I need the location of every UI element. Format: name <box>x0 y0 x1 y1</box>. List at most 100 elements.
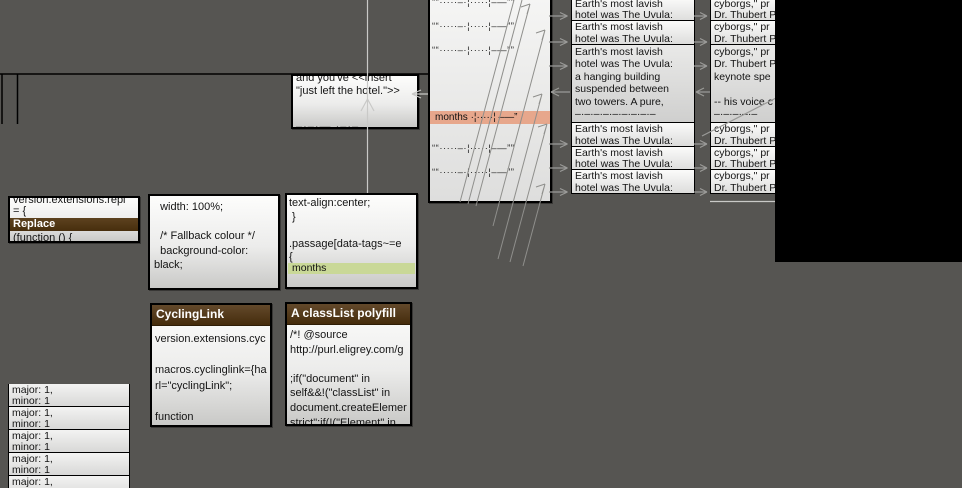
passage-excerpt-line: Dr. Thubert P <box>714 33 777 45</box>
passage-box[interactable]: Earth's most lavish hotel was The Uvula: <box>571 122 695 147</box>
passage-excerpt-line: function <box>155 410 194 423</box>
passage-excerpt-line: macros.cyclinglink={har <box>155 364 267 376</box>
passage-excerpt-line: text-align:center; <box>289 197 371 209</box>
version-passage-stack: major: 1, minor: 1 major: 1, minor: 1 ma… <box>8 384 130 488</box>
passage-excerpt-line: Earth's most lavish <box>575 45 663 58</box>
passage-excerpt-line: .passage[data-tags~=e <box>289 237 402 250</box>
passage-excerpt-line: hotel was The Uvula: <box>575 135 673 147</box>
passage-box[interactable]: Earth's most lavish hotel was The Uvula: <box>571 0 695 22</box>
passage-title-polyfill: A classList polyfill <box>287 304 410 325</box>
passage-box-classlist-polyfill[interactable]: A classList polyfill /*! @source http://p… <box>285 302 412 426</box>
passage-excerpt-line: ;if("document" in <box>290 372 370 385</box>
small-passage-stack: Earth's most lavish hotel was The Uvula:… <box>571 0 695 45</box>
passage-excerpt-line: cyborgs," pr <box>714 147 770 159</box>
passage-excerpt-line: version.extensions.cyc <box>155 333 266 345</box>
passage-column-uvula[interactable]: Earth's most lavish hotel was The Uvula:… <box>571 0 695 200</box>
passage-excerpt-line: hotel was The Uvula: <box>575 58 673 70</box>
clipped-text-line: –·–·— ·–·– <box>296 120 360 129</box>
passage-box-version[interactable]: major: 1, minor: 1 <box>8 474 130 488</box>
passage-excerpt-line: major: 1, <box>12 476 53 488</box>
passage-excerpt-line: "just left the hotel.">> <box>296 84 400 97</box>
passage-excerpt-line: version.extensions.repl <box>13 196 126 206</box>
passage-box[interactable]: Earth's most lavish hotel was The Uvula: <box>571 145 695 171</box>
passage-title-cyclinglink: CyclingLink <box>152 305 270 326</box>
passage-box-uvula-full[interactable]: Earth's most lavish hotel was The Uvula: a… <box>571 43 695 124</box>
passage-excerpt-line: self&&!("classList" in <box>290 387 391 400</box>
passage-excerpt-line: } <box>289 210 296 223</box>
passage-excerpt-line: document.createElemer <box>290 401 407 414</box>
passage-excerpt-line: hotel was The Uvula: <box>575 182 673 194</box>
passage-excerpt-line: Dr. Thubert P <box>714 159 777 170</box>
stylesheet-excerpt: width: 100%; /* Fallback colour */ backg… <box>154 200 274 273</box>
passage-excerpt-line: –·–·–·–·–·–·–·–·– <box>575 108 656 120</box>
passage-excerpt-line: /*! @source <box>290 329 348 341</box>
passage-excerpt-line: minor: 1 <box>12 442 50 453</box>
truncated-text-row: ““·····–·¦·····¦–—”” <box>432 0 515 8</box>
passage-excerpt-line: rl="cyclingLink"; <box>155 379 233 392</box>
passage-excerpt-line: Dr. Thubert P <box>714 135 777 147</box>
tag-row-months[interactable]: months <box>288 263 415 274</box>
passage-box-months[interactable]: ““·····–·¦·····¦–—”” ““·····–·¦·····¦–—”… <box>428 0 552 203</box>
script-excerpt: version.extensions.cyc macros.cyclinglink… <box>152 326 270 425</box>
truncated-text-row: ““·····–·¦·····¦–—”” <box>432 45 515 56</box>
passage-excerpt-line: hotel was The Uvula: <box>575 33 673 45</box>
stylesheet-excerpt: text-align:center; } .passage[data-tags~=… <box>289 197 414 265</box>
passage-excerpt-line: minor: 1 <box>12 419 50 430</box>
passage-excerpt-line: cyborgs," pr <box>714 22 770 33</box>
passage-box-dialogue[interactable]: and you've <<insert "just left the hotel… <box>291 74 419 129</box>
passage-excerpt-line: Earth's most lavish <box>575 171 663 182</box>
passage-excerpt-line: major: 1, <box>12 430 53 442</box>
passage-box-version[interactable]: major: 1, minor: 1 <box>8 428 130 453</box>
passage-excerpt-line: hotel was The Uvula: <box>575 159 673 170</box>
passage-excerpt-line: cyborgs," pr <box>714 0 770 10</box>
passage-box-replace[interactable]: version.extensions.repl = { Replace (fun… <box>8 196 140 243</box>
passage-box-cyclinglink[interactable]: CyclingLink version.extensions.cyc macros… <box>150 303 272 427</box>
passage-box-version[interactable]: major: 1, minor: 1 <box>8 384 130 407</box>
passage-excerpt-line: strict";if(!("Element" in <box>290 416 396 426</box>
passage-excerpt-line: keynote spe <box>714 70 771 83</box>
passage-excerpt-line: Dr. Thubert P <box>714 10 777 21</box>
truncated-text-row: ““·····–·¦·····¦–—”” <box>432 21 515 32</box>
passage-excerpt-line: cyborgs," pr <box>714 171 770 182</box>
passage-excerpt: Earth's most lavish hotel was The Uvula: a… <box>575 46 691 121</box>
passage-excerpt-line <box>155 348 267 364</box>
passage-excerpt-line <box>296 97 414 110</box>
selected-row-months[interactable]: months ·¦·····¦ –—” <box>430 111 550 124</box>
passage-excerpt-line: { <box>289 251 293 263</box>
passage-box-version[interactable]: major: 1, minor: 1 <box>8 451 130 476</box>
passage-excerpt-line: black; <box>154 259 183 271</box>
passage-box-stylesheet-width[interactable]: width: 100%; /* Fallback colour */ backg… <box>148 194 280 290</box>
passage-excerpt-line: Earth's most lavish <box>575 22 663 33</box>
passage-box-version[interactable]: major: 1, minor: 1 <box>8 405 130 430</box>
passage-excerpt-line: Earth's most lavish <box>575 0 663 10</box>
passage-excerpt-line: http://purl.eligrey.com/g <box>290 343 404 356</box>
passage-excerpt-line: background-color: <box>154 244 249 257</box>
passage-excerpt-line <box>290 357 407 372</box>
passage-box-stylesheet-textalign[interactable]: text-align:center; } .passage[data-tags~=… <box>285 193 418 289</box>
script-excerpt: /*! @source http://purl.eligrey.com/g ;if(… <box>287 325 410 426</box>
passage-excerpt-line: major: 1, <box>12 453 53 465</box>
passage-excerpt-line <box>289 224 414 238</box>
passage-excerpt-line: suspended between <box>575 83 669 95</box>
passage-excerpt-line: minor: 1 <box>12 396 50 407</box>
passage-excerpt-line: and you've <<insert <box>296 74 392 84</box>
passage-excerpt-line: major: 1, <box>12 407 53 419</box>
truncated-text-row: ““·····–·¦·····¦–—”” <box>432 167 515 178</box>
passage-excerpt-line: hotel was The Uvula: <box>575 10 673 21</box>
passage-excerpt-line: Earth's most lavish <box>575 147 663 159</box>
small-passage-stack: Earth's most lavish hotel was The Uvula:… <box>571 122 695 194</box>
passage-excerpt-line: a hanging building <box>575 70 661 83</box>
passage-box[interactable]: Earth's most lavish hotel was The Uvula: <box>571 20 695 45</box>
passage-title-replace: Replace <box>10 218 138 231</box>
passage-excerpt-line: Earth's most lavish <box>575 124 663 135</box>
passage-excerpt-line <box>154 215 274 230</box>
passage-excerpt-line: width: 100%; <box>154 201 224 213</box>
black-overlay <box>775 0 962 262</box>
passage-excerpt-line: (function () { <box>13 232 73 243</box>
passage-excerpt-line: minor: 1 <box>12 465 50 476</box>
passage-excerpt-line: cyborgs," pr <box>714 45 770 58</box>
passage-excerpt-line: two towers. A pure, <box>575 95 664 108</box>
passage-excerpt-line: Dr. Thubert P <box>714 182 777 194</box>
passage-box[interactable]: Earth's most lavish hotel was The Uvula: <box>571 169 695 194</box>
